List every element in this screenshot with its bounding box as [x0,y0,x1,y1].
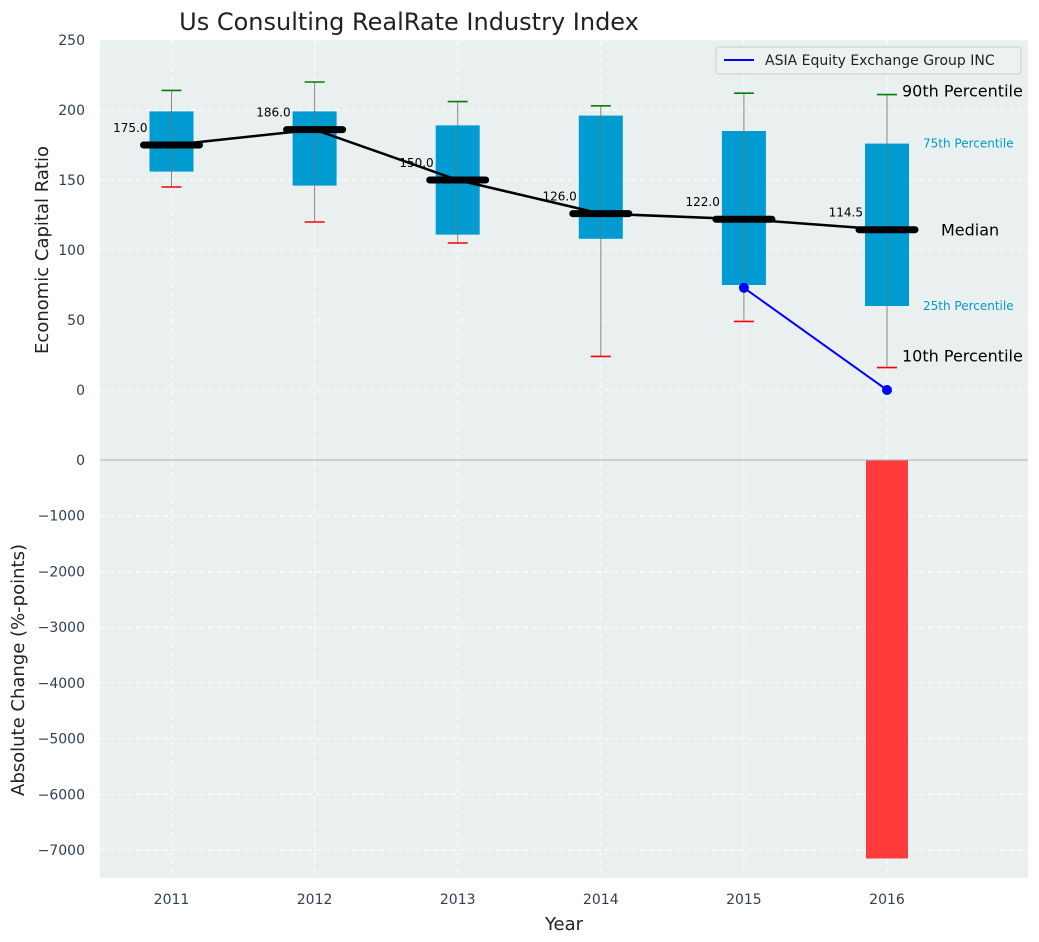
company-point-2015 [738,282,749,293]
median-layer [140,126,919,234]
label-median: Median [941,221,999,240]
legend-frame [715,46,1022,75]
ticks-layer: 0 50 100 150 200 250 0 −1000 −2000 −3000 −4000 −500… [38,33,905,908]
label-10th-percentile: 10th Percentile [902,347,1023,366]
median-value-label-2011: 175.0 [113,121,147,135]
bottom-y-tick-4: −4000 [38,676,85,692]
label-90th-percentile: 90th Percentile [902,82,1023,101]
company-series-line [743,286,888,391]
x-tick-2015: 2015 [726,892,762,908]
change-bar-2016 [866,460,908,859]
bottom-y-tick-2: −2000 [38,564,85,580]
bottom-y-tick-1: −1000 [38,509,85,525]
top-y-tick-0: 0 [76,383,85,399]
x-tick-2013: 2013 [440,892,476,908]
median-value-label-2012: 186.0 [256,106,290,120]
company-layer [738,282,892,395]
bottom-y-axis-title: Absolute Change (%-points) [8,544,29,796]
bottom-y-tick-3: −3000 [38,620,85,636]
bottom-y-tick-7: −7000 [38,843,85,859]
top-y-axis-title: Economic Capital Ratio [32,146,53,354]
bottom-y-tick-6: −6000 [38,787,85,803]
company-point-2016 [882,385,892,395]
x-tick-2011: 2011 [154,892,190,908]
label-75th-percentile: 75th Percentile [923,137,1014,151]
median-value-label-2013: 150.0 [399,156,433,170]
x-tick-2016: 2016 [869,892,905,908]
median-value-label-2014: 126.0 [542,190,576,204]
bottom-y-tick-5: −5000 [38,732,85,748]
legend: ASIA Equity Exchange Group INC [715,46,1022,75]
top-y-tick-100: 100 [58,243,85,259]
label-25th-percentile: 25th Percentile [923,299,1014,313]
top-y-tick-50: 50 [67,313,85,329]
x-tick-2014: 2014 [583,892,619,908]
labels-layer: 175.0 186.0 150.0 126.0 122.0 114.5 90th Perce… [113,82,1023,366]
median-value-label-2015: 122.0 [686,195,720,209]
top-y-tick-150: 150 [58,173,85,189]
x-tick-2012: 2012 [297,892,333,908]
top-y-tick-200: 200 [58,103,85,119]
chart-title: Us Consulting RealRate Industry Index [179,8,639,36]
top-y-tick-250: 250 [58,33,85,49]
legend-label: ASIA Equity Exchange Group INC [765,53,995,69]
bottom-y-tick-0: 0 [76,453,85,469]
x-axis-title: Year [544,914,584,935]
median-value-label-2016: 114.5 [829,206,863,220]
bars-layer [866,460,908,859]
